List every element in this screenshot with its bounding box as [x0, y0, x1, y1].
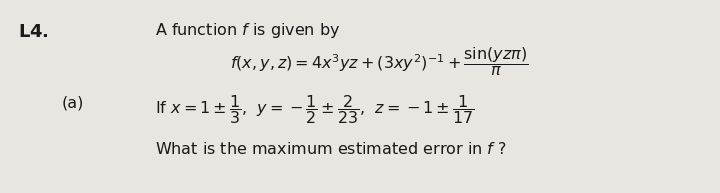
Text: (a): (a)	[62, 95, 84, 110]
Text: A function $f$ is given by: A function $f$ is given by	[155, 21, 341, 40]
Text: $\mathbf{L4.}$: $\mathbf{L4.}$	[18, 23, 49, 41]
Text: If $x = 1\pm\dfrac{1}{3}$,  $y = -\dfrac{1}{2}\pm\dfrac{2}{23}$,  $z = -1\pm\dfr: If $x = 1\pm\dfrac{1}{3}$, $y = -\dfrac{…	[155, 93, 475, 126]
Text: What is the maximum estimated error in $f$ ?: What is the maximum estimated error in $…	[155, 141, 507, 157]
Text: $f(x,y,z) = 4x^3yz + (3xy^2)^{-1} + \dfrac{\sin(yz\pi)}{\pi}$: $f(x,y,z) = 4x^3yz + (3xy^2)^{-1} + \dfr…	[230, 45, 528, 78]
